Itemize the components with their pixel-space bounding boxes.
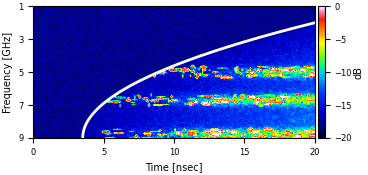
Y-axis label: Frequency [GHz]: Frequency [GHz] — [3, 32, 13, 113]
X-axis label: Time [nsec]: Time [nsec] — [145, 162, 203, 172]
Y-axis label: dB: dB — [353, 66, 363, 79]
